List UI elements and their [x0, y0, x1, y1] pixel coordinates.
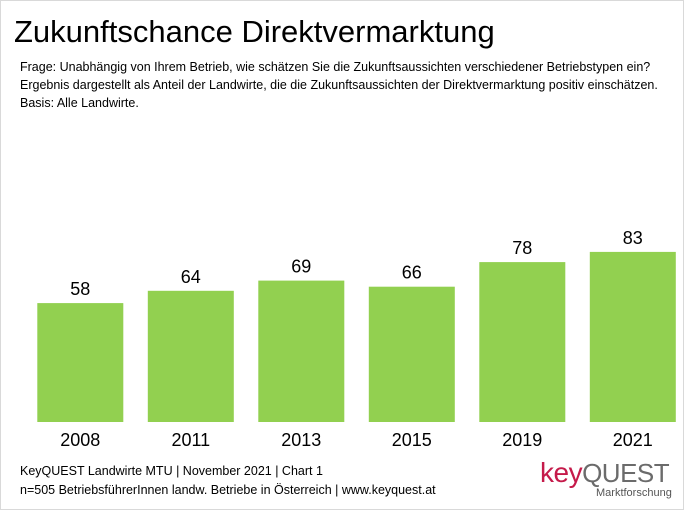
bar-2015 [368, 286, 455, 422]
data-label-2013: 69 [291, 257, 311, 277]
data-label-2019: 78 [512, 238, 532, 258]
logo-key-text: key [540, 457, 583, 488]
data-label-2021: 83 [623, 228, 643, 248]
keyquest-logo: keyQUEST Marktforschung [540, 457, 675, 500]
data-label-2015: 66 [402, 263, 422, 283]
bar-2019 [479, 262, 566, 422]
x-tick-2015: 2015 [392, 430, 432, 450]
data-label-2008: 58 [70, 279, 90, 299]
x-tick-2013: 2013 [281, 430, 321, 450]
bar-2013 [258, 280, 345, 422]
survey-basis: Basis: Alle Landwirte. [20, 96, 139, 110]
x-tick-2011: 2011 [171, 430, 210, 450]
footer-sample: n=505 BetriebsführerInnen landw. Betrieb… [20, 483, 436, 497]
data-label-2011: 64 [181, 267, 201, 287]
chart-title: Zukunftschance Direktvermarktung [14, 14, 495, 49]
survey-question: Frage: Unabhängig von Ihrem Betrieb, wie… [20, 60, 658, 92]
footer-source: KeyQUEST Landwirte MTU | November 2021 |… [20, 464, 323, 478]
x-tick-2021: 2021 [613, 430, 653, 450]
logo-quest-text: QUEST [582, 458, 670, 488]
bar-chart: 58 2008 64 2011 69 2013 66 2015 78 2019 83 2021 [37, 228, 676, 450]
x-tick-2019: 2019 [502, 430, 542, 450]
x-tick-2008: 2008 [60, 430, 100, 450]
logo-subtitle: Marktforschung [596, 487, 672, 499]
bar-2011 [147, 290, 234, 422]
bar-2021 [589, 251, 676, 422]
bar-2008 [37, 303, 124, 422]
